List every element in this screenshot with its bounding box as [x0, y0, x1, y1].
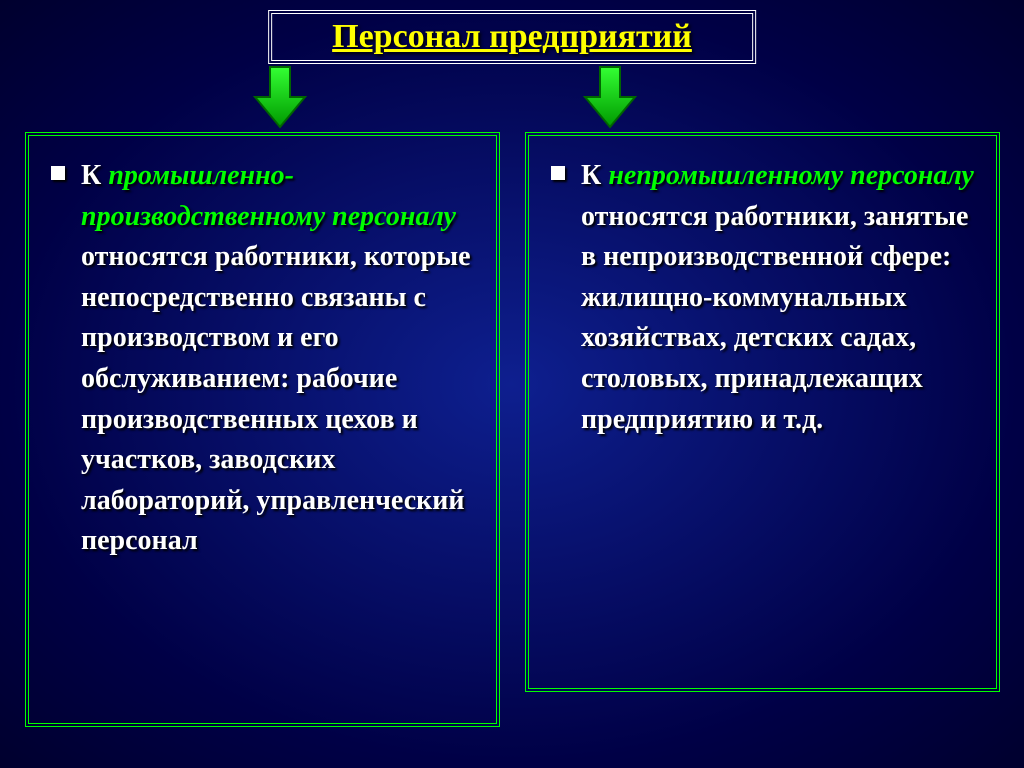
- bullet-icon: [551, 166, 565, 180]
- left-rest: относятся работники, которые непосредств…: [81, 241, 471, 556]
- right-highlight: непромышленному персоналу: [608, 160, 974, 191]
- arrow-down-right-icon: [580, 62, 640, 132]
- left-highlight: промышленно-производственному персоналу: [81, 160, 456, 232]
- title-box: Персонал предприятий: [268, 10, 756, 64]
- arrow-down-left-icon: [250, 62, 310, 132]
- left-body-text: К промышленно-производственному персонал…: [81, 156, 474, 562]
- right-body-text: К непромышленному персоналу относятся ра…: [581, 156, 974, 440]
- right-prefix: К: [581, 160, 608, 191]
- right-rest: относятся работники, занятые в непроизво…: [581, 201, 968, 435]
- right-category-box: К непромышленному персоналу относятся ра…: [525, 132, 1000, 692]
- slide-title: Персонал предприятий: [332, 18, 692, 55]
- left-category-box: К промышленно-производственному персонал…: [25, 132, 500, 727]
- bullet-icon: [51, 166, 65, 180]
- left-prefix: К: [81, 160, 108, 191]
